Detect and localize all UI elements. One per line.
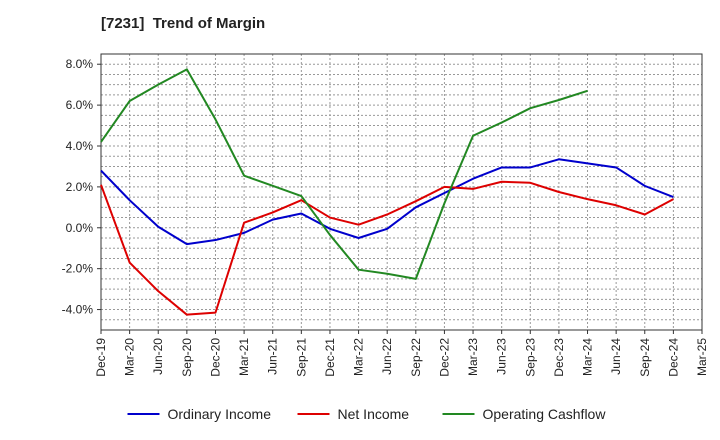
series-line-net-income [100,180,674,316]
x-tick-label: Sep-21 [294,338,308,377]
x-tick-label: Jun-24 [609,338,623,375]
x-tick-label: Sep-24 [638,338,652,377]
series-line-operating-cashflow [100,68,588,280]
y-tick-label: 8.0% [66,57,94,71]
x-tick-label: Jun-21 [266,338,280,375]
legend-label-ordinary-income: Ordinary Income [168,406,272,422]
x-tick-label: Dec-24 [666,338,680,377]
x-tick-label: Dec-23 [552,338,566,377]
x-tick-label: Jun-22 [380,338,394,375]
series-line-ordinary-income [100,158,674,246]
x-tick-label: Mar-23 [466,338,480,376]
x-tick-label: Sep-22 [409,338,423,377]
x-tick-label: Dec-20 [208,338,222,377]
x-tick-label: Jun-20 [151,338,165,375]
legend-label-net-income: Net Income [338,406,410,422]
x-tick-label: Sep-23 [523,338,537,377]
x-tick-label: Mar-24 [581,338,595,376]
y-tick-label: 0.0% [66,221,94,235]
x-tick-label: Dec-19 [94,338,108,377]
plot-area [101,54,702,330]
legend-label-operating-cashflow: Operating Cashflow [483,406,607,422]
plot-border [100,53,703,331]
y-tick-label: 6.0% [66,98,94,112]
x-tick-label: Mar-20 [123,338,137,376]
x-tick-label: Mar-21 [237,338,251,376]
y-tick-label: -2.0% [62,262,94,276]
y-tick-label: 4.0% [66,139,94,153]
y-tick-label: -4.0% [62,303,94,317]
x-tick-label: Mar-22 [352,338,366,376]
y-tick-label: 2.0% [66,180,94,194]
x-tick-label: Sep-20 [180,338,194,377]
x-tick-label: Dec-22 [437,338,451,377]
x-tick-label: Jun-23 [495,338,509,375]
x-tick-label: Mar-25 [695,338,709,376]
chart-title: [7231] Trend of Margin [101,15,266,32]
x-tick-label: Dec-21 [323,338,337,377]
